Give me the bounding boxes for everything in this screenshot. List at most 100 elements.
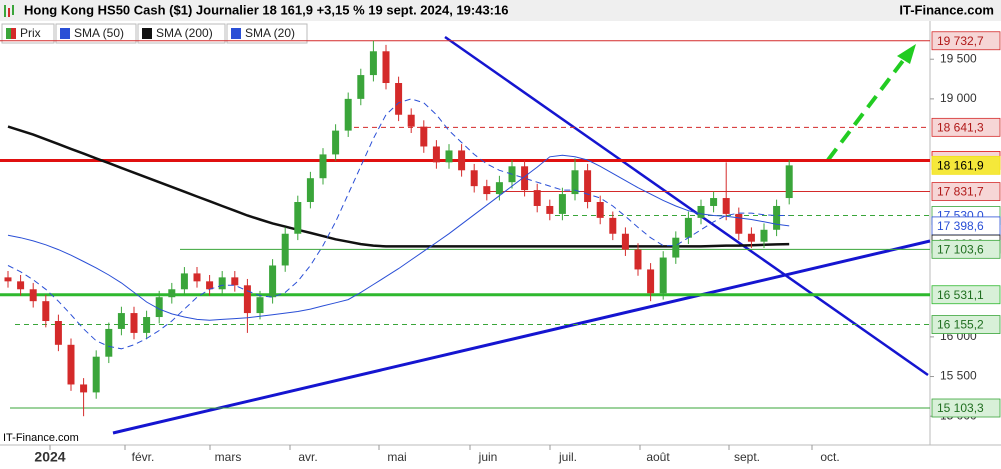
candle-body (785, 165, 793, 199)
candle-body (332, 130, 340, 155)
candle-body (420, 126, 428, 147)
legend-swatch (142, 28, 152, 39)
level-label: 16 155,2 (937, 318, 984, 332)
level-label-box (931, 315, 1001, 334)
candle-body (17, 281, 25, 290)
legend-swatch (231, 28, 241, 39)
candle-body (521, 166, 529, 191)
candle-body (143, 317, 151, 333)
legend: Prix SMA (50) SMA (200) SMA (20) (1, 23, 308, 44)
x-tick-label: 2024 (34, 449, 65, 465)
candle-body (382, 51, 390, 84)
candle-body (747, 233, 755, 242)
chart-title: Hong Kong HS50 Cash ($1) Journalier 18 1… (24, 2, 508, 17)
candle-body (67, 344, 75, 385)
candle-body (193, 273, 201, 282)
level-label-box (931, 155, 1001, 175)
candle-body (546, 205, 554, 214)
legend-label: SMA (50) (74, 26, 124, 40)
candle-body (395, 83, 403, 115)
y-tick-label: 19 500 (940, 51, 977, 65)
watermark: IT-Finance.com (3, 432, 79, 444)
candle-body (495, 182, 503, 195)
legend-box (226, 23, 308, 44)
candle-body (294, 202, 302, 234)
candle-body (243, 285, 251, 314)
header-bar (0, 0, 1001, 21)
legend-box (137, 23, 226, 44)
candle-body (483, 186, 491, 195)
candle-body (29, 289, 37, 302)
candle-body (357, 75, 365, 99)
header-icon (8, 8, 10, 17)
level-label: 17 831,7 (937, 185, 984, 199)
candle-body (319, 154, 327, 179)
level-label: 16 531,1 (937, 288, 984, 302)
header-icon (12, 5, 14, 15)
header-icon (4, 5, 6, 17)
candle-body (445, 150, 453, 163)
y-tick-label: 19 000 (940, 91, 977, 105)
candle-body (470, 170, 478, 187)
candle-body (80, 384, 88, 393)
target-arrow-head (897, 44, 916, 64)
candle-body (117, 313, 125, 329)
candle-body (458, 150, 466, 171)
candle-body (155, 297, 163, 318)
candle-body (42, 301, 50, 322)
candle-body (621, 233, 629, 250)
sma-line (7, 154, 790, 321)
candle-body (168, 289, 176, 298)
candle-body (571, 170, 579, 195)
level-label: 18 161,9 (937, 159, 984, 173)
level-label-box (931, 285, 1001, 305)
legend-box (55, 23, 137, 44)
candle-body (710, 198, 718, 206)
candle-body (369, 51, 377, 76)
legend-swatch (60, 28, 70, 39)
level-label-box (931, 239, 1001, 259)
level-label-box (931, 398, 1001, 418)
candle-body (269, 265, 277, 298)
level-label-box (931, 31, 1001, 51)
candle-body (206, 281, 214, 290)
candle-body (558, 194, 566, 214)
candle-body (432, 146, 440, 163)
trend-line (444, 35, 929, 377)
candle-body (105, 328, 113, 357)
candle-body (773, 205, 781, 230)
candle-body (306, 178, 314, 203)
candle-body (533, 190, 541, 206)
legend-swatch (11, 28, 16, 39)
x-tick-label: août (646, 450, 670, 464)
candle-body (344, 98, 352, 131)
candle-body (130, 313, 138, 333)
candle-body (407, 114, 415, 127)
candle-body (760, 229, 768, 242)
level-label: 18 641,3 (937, 121, 984, 135)
candle-body (231, 277, 239, 286)
candle-body (596, 202, 604, 218)
candle-body (4, 277, 12, 282)
candle-body (54, 321, 62, 345)
x-tick-label: oct. (820, 450, 839, 464)
level-label: 17 398,6 (937, 219, 984, 233)
level-label: 19 732,7 (937, 34, 984, 48)
sma-line (7, 125, 790, 248)
candle-body (180, 273, 188, 290)
candle-body (218, 277, 226, 290)
trend-line (112, 239, 931, 435)
candle-body (584, 170, 592, 203)
candle-body (281, 233, 289, 266)
candle-body (735, 213, 743, 234)
x-tick-label: avr. (298, 450, 317, 464)
legend-label: SMA (20) (245, 26, 295, 40)
level-label: 17 103,6 (937, 242, 984, 256)
x-tick-label: mars (215, 450, 242, 464)
y-tick-label: 15 500 (940, 369, 977, 383)
candle-body (256, 297, 264, 314)
legend-label: Prix (20, 26, 41, 40)
legend-label: SMA (200) (156, 26, 213, 40)
level-label-box (931, 117, 1001, 137)
